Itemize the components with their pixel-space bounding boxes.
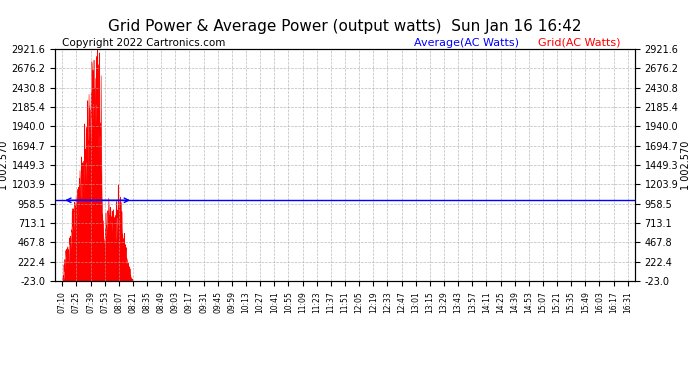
Text: Copyright 2022 Cartronics.com: Copyright 2022 Cartronics.com (62, 38, 226, 48)
Text: Average(AC Watts): Average(AC Watts) (414, 38, 519, 48)
Y-axis label: 1 002.570: 1 002.570 (681, 140, 690, 190)
Y-axis label: 1 002.570: 1 002.570 (0, 140, 9, 190)
Text: Grid(AC Watts): Grid(AC Watts) (538, 38, 621, 48)
Text: Grid Power & Average Power (output watts)  Sun Jan 16 16:42: Grid Power & Average Power (output watts… (108, 19, 582, 34)
